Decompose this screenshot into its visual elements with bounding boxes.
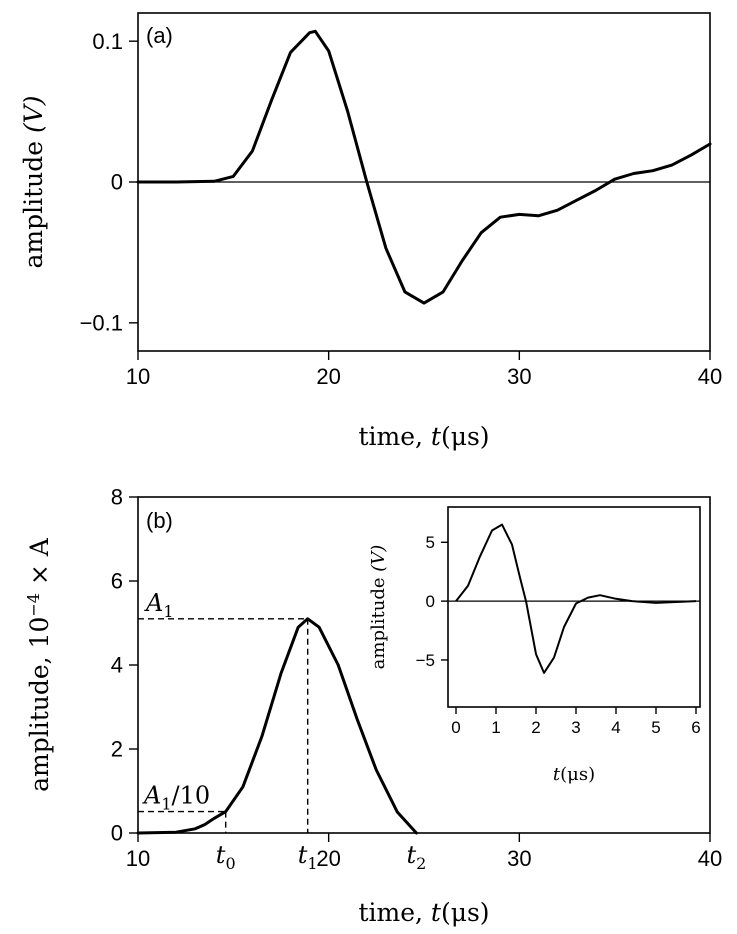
b-y-tick-label: 8 — [111, 485, 123, 510]
panel-b-y-axis-label: amplitude, 10−4 × A — [24, 537, 54, 792]
panel-a: (a) 10 20 30 40 0.1 0 −0.1 time, t(μs) amplit… — [19, 12, 722, 451]
inset-y-axis-label: amplitude (V) — [368, 545, 389, 670]
i-x-tick-label: 2 — [531, 718, 540, 737]
i-y-tick-label: −5 — [416, 651, 435, 670]
inset-x-ticks: 0 1 2 3 4 5 6 — [451, 707, 701, 737]
i-x-tick-label: 3 — [571, 718, 580, 737]
a-y-tick-label: 0 — [111, 170, 123, 195]
panel-a-x-axis-label: time, t(μs) — [358, 422, 489, 451]
b-x-tick-label: 10 — [126, 846, 150, 871]
b-y-tick-label: 0 — [111, 821, 123, 846]
a-y-tick-label: 0.1 — [92, 29, 123, 54]
panel-a-y-axis-label: amplitude (V) — [19, 95, 48, 268]
i-x-tick-label: 6 — [691, 718, 700, 737]
annotation-a1: A1 — [144, 589, 174, 621]
a-x-tick-label: 40 — [698, 364, 722, 389]
panel-a-label: (a) — [146, 23, 173, 48]
annotation-t2: t2 — [406, 841, 426, 873]
a-x-tick-label: 20 — [316, 364, 340, 389]
b-x-tick-label: 40 — [698, 846, 722, 871]
panel-b-x-ticks: 10 20 30 40 — [126, 833, 722, 871]
inset-frame — [447, 506, 701, 708]
b-y-tick-label: 4 — [111, 653, 123, 678]
inset-x-axis-label: t(μs) — [553, 764, 595, 785]
inset-chart: 0 1 2 3 4 5 6 5 0 −5 t(μs) amplitude (V) — [368, 506, 701, 785]
i-x-tick-label: 0 — [451, 718, 460, 737]
inset-series-line — [455, 523, 697, 674]
annotation-a1-over-10: A1/10 — [142, 782, 210, 814]
a-x-tick-label: 10 — [126, 364, 150, 389]
panel-b-label: (b) — [146, 508, 173, 533]
panel-a-x-ticks: 10 20 30 40 — [126, 351, 722, 389]
b-y-tick-label: 6 — [111, 569, 123, 594]
b-y-tick-label: 2 — [111, 737, 123, 762]
annotation-t1: t1 — [298, 841, 318, 873]
i-y-tick-label: 5 — [426, 533, 435, 552]
annotation-t0: t0 — [216, 841, 236, 873]
panel-b-x-axis-label: time, t(μs) — [358, 898, 489, 927]
b-x-tick-label: 20 — [316, 846, 340, 871]
i-x-tick-label: 4 — [611, 718, 620, 737]
i-y-tick-label: 0 — [426, 592, 435, 611]
a-x-tick-label: 30 — [507, 364, 531, 389]
a-y-tick-label: −0.1 — [80, 311, 123, 336]
i-x-tick-label: 1 — [491, 718, 500, 737]
panel-b-series-line — [136, 617, 418, 835]
panel-a-y-ticks: 0.1 0 −0.1 — [80, 29, 138, 336]
panel-b-y-ticks: 0 2 4 6 8 — [111, 485, 138, 846]
i-x-tick-label: 5 — [651, 718, 660, 737]
b-x-tick-label: 30 — [507, 846, 531, 871]
inset-y-ticks: 5 0 −5 — [416, 533, 448, 670]
panel-a-series-line — [136, 29, 712, 305]
